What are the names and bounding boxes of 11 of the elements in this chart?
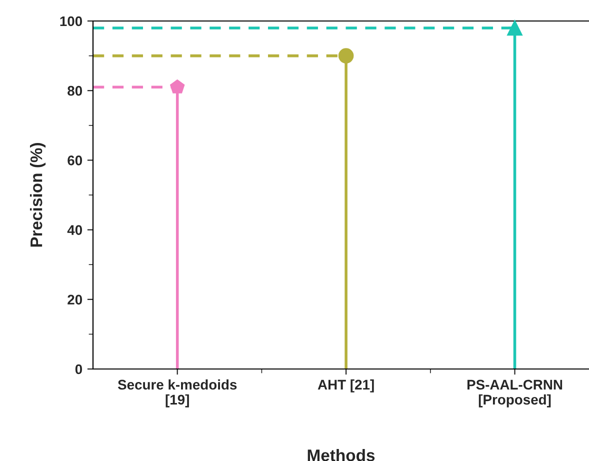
y-tick-label: 20: [68, 294, 82, 305]
y-tick-label: 80: [68, 86, 82, 96]
y-tick-label: 40: [67, 225, 82, 235]
y-tick-label: 100: [60, 16, 82, 26]
y-axis-title: Precision (%): [30, 143, 46, 247]
y-tick-label: 0: [75, 364, 82, 374]
y-tick-label: 60: [68, 156, 82, 166]
x-tick-label: AHT [21]: [318, 379, 374, 392]
x-tick-label: PS-AAL-CRNN [Proposed]: [467, 380, 562, 408]
x-tick-label: Secure k-medoids [19]: [118, 379, 237, 408]
x-axis-title: Methods: [308, 448, 375, 461]
